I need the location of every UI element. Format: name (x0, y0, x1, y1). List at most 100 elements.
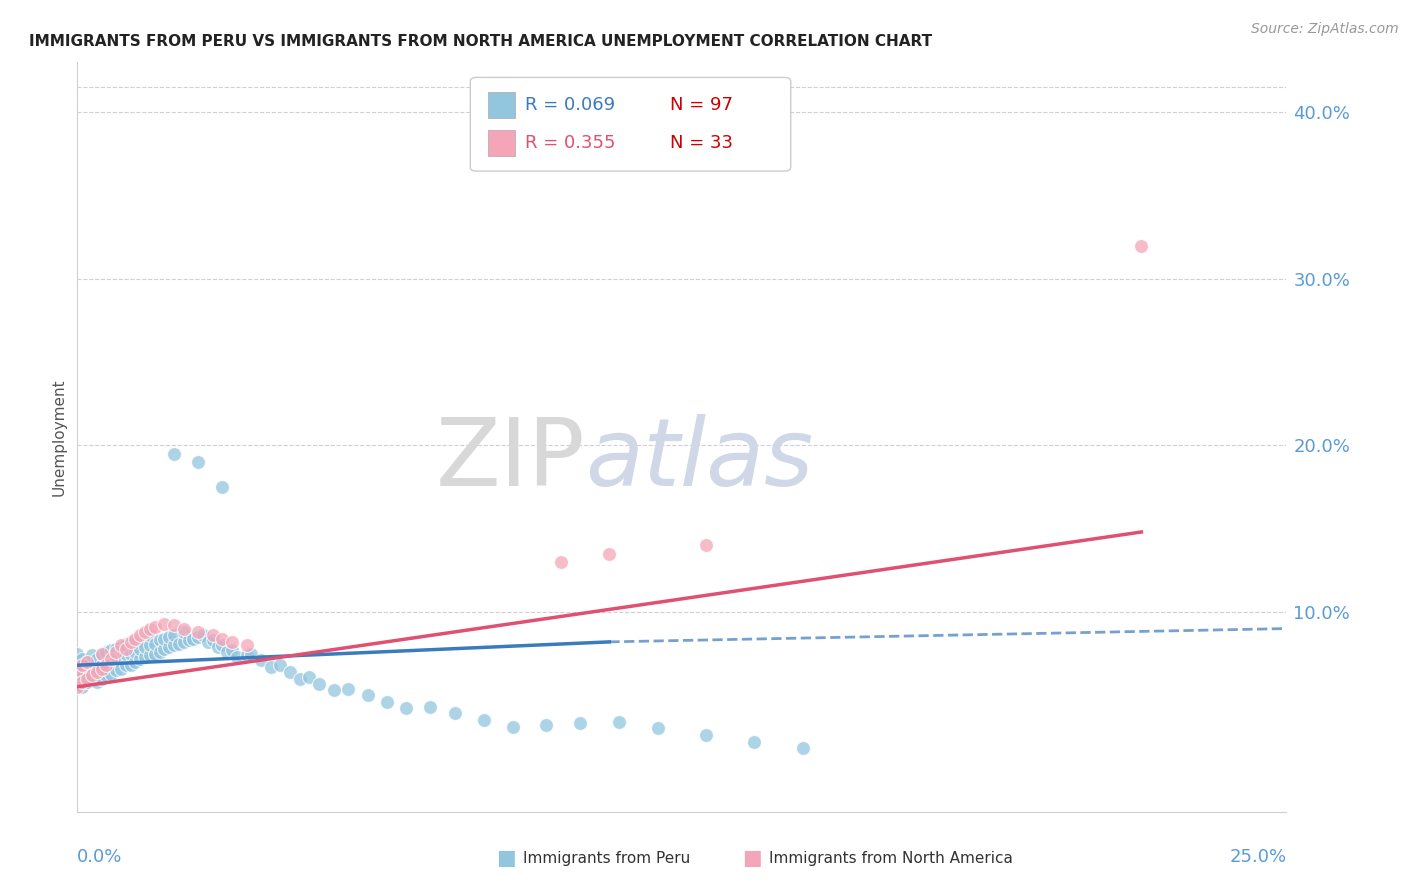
Point (86, 651, 108, 665)
Point (120, 647, 142, 661)
Point (173, 635, 195, 649)
Point (86, 674, 108, 689)
Point (211, 632, 233, 646)
Point (163, 628, 186, 642)
Point (240, 647, 263, 661)
Point (201, 633, 224, 648)
Point (211, 638, 233, 652)
Text: IMMIGRANTS FROM PERU VS IMMIGRANTS FROM NORTH AMERICA UNEMPLOYMENT CORRELATION C: IMMIGRANTS FROM PERU VS IMMIGRANTS FROM … (30, 34, 932, 49)
Point (70, 651, 93, 665)
Point (148, 633, 170, 648)
Point (110, 640, 132, 654)
Point (66, 655, 89, 669)
Point (66, 647, 89, 661)
Point (100, 666, 122, 681)
Point (100, 651, 122, 665)
Point (124, 635, 146, 649)
Point (221, 635, 243, 649)
Text: Immigrants from Peru: Immigrants from Peru (523, 851, 690, 865)
Text: N = 97: N = 97 (669, 96, 733, 114)
Point (110, 649, 132, 664)
Point (163, 447, 186, 461)
Point (100, 643, 122, 657)
Point (129, 651, 152, 665)
Point (105, 645, 128, 659)
Point (1130, 238, 1153, 252)
Point (76, 666, 98, 681)
Point (80, 660, 103, 674)
Point (80, 648, 103, 663)
Point (86, 665, 108, 679)
Point (114, 641, 136, 656)
Point (134, 624, 156, 639)
FancyBboxPatch shape (488, 92, 515, 119)
Point (148, 645, 170, 659)
Point (197, 635, 219, 649)
Text: R = 0.069: R = 0.069 (524, 96, 614, 114)
Point (298, 670, 321, 684)
Point (308, 676, 330, 690)
Point (167, 636, 190, 650)
Point (105, 653, 128, 667)
Point (134, 649, 156, 664)
Point (183, 632, 205, 646)
Point (792, 741, 814, 756)
Point (395, 701, 418, 715)
Point (153, 641, 176, 656)
Point (80, 672, 103, 686)
Point (96, 645, 118, 659)
Point (153, 616, 176, 631)
Point (100, 655, 122, 669)
Point (550, 555, 572, 569)
Point (66, 663, 89, 677)
Point (66, 672, 89, 686)
Point (536, 718, 558, 732)
Point (163, 618, 186, 632)
Point (105, 663, 128, 677)
Text: Source: ZipAtlas.com: Source: ZipAtlas.com (1251, 22, 1399, 37)
Point (260, 660, 283, 674)
Point (110, 638, 132, 652)
Point (337, 681, 360, 696)
Text: ■: ■ (496, 848, 516, 868)
Point (211, 480, 233, 494)
Point (114, 636, 136, 650)
Point (76, 655, 98, 669)
Point (90, 647, 112, 661)
Point (76, 655, 98, 669)
Point (607, 714, 630, 729)
Point (96, 657, 118, 671)
Text: ■: ■ (742, 848, 762, 868)
Point (647, 722, 669, 736)
Point (66, 663, 89, 677)
Point (139, 648, 162, 663)
Point (695, 538, 717, 552)
Point (153, 632, 176, 646)
Point (288, 672, 311, 686)
Point (86, 663, 108, 677)
Point (143, 647, 166, 661)
Point (120, 635, 142, 649)
Point (70, 658, 93, 673)
Point (70, 680, 93, 694)
Point (157, 640, 180, 654)
Point (191, 628, 214, 642)
Point (143, 620, 166, 634)
Point (70, 658, 93, 673)
Point (129, 641, 152, 656)
Point (66, 680, 89, 694)
Point (139, 622, 162, 636)
Point (250, 653, 273, 667)
Text: ZIP: ZIP (436, 414, 585, 506)
Text: Immigrants from North America: Immigrants from North America (769, 851, 1012, 865)
Point (70, 674, 93, 689)
Point (278, 665, 301, 679)
Point (90, 661, 112, 675)
Point (569, 716, 592, 731)
Point (375, 695, 398, 709)
Point (177, 633, 200, 648)
Point (187, 630, 209, 644)
Point (443, 706, 465, 721)
Point (90, 672, 112, 686)
Point (76, 674, 98, 689)
